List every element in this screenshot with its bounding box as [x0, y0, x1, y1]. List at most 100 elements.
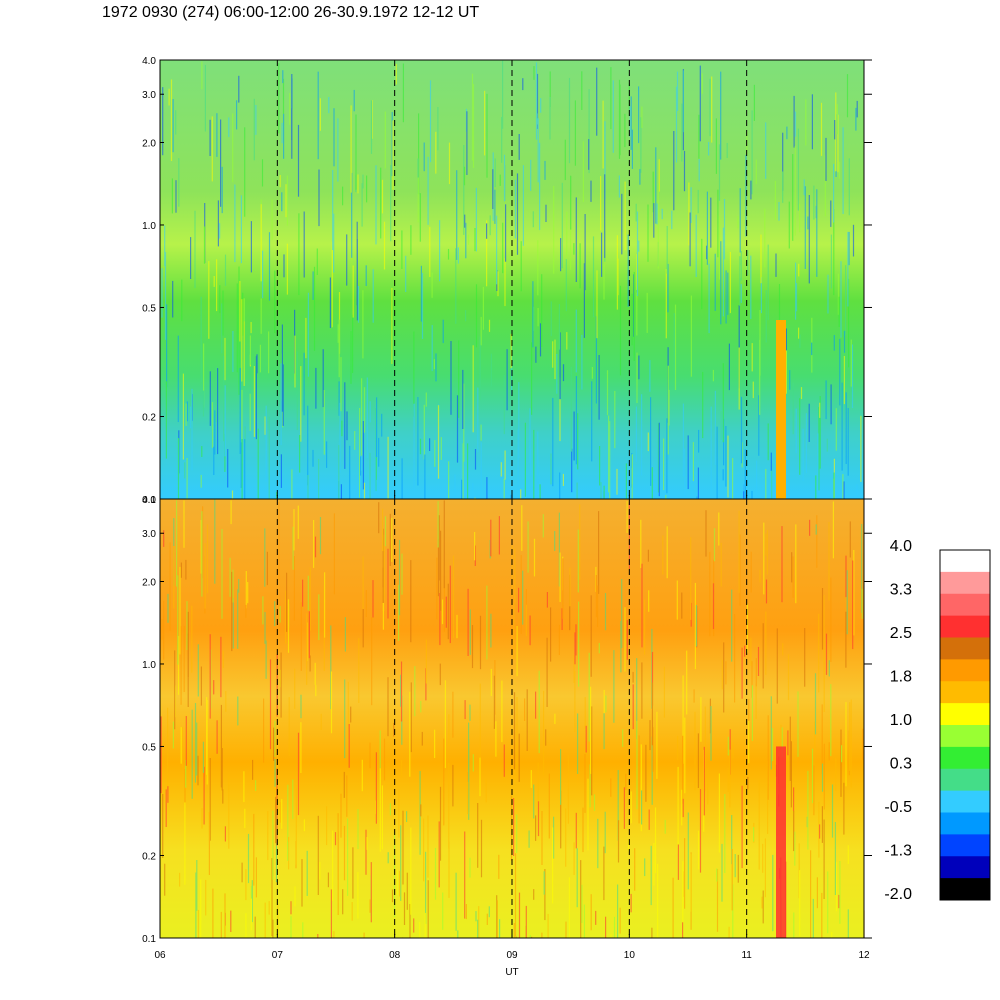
- heatmap-streak: [195, 872, 197, 938]
- heatmap-streak: [745, 154, 747, 237]
- heatmap-streak: [260, 298, 262, 334]
- heatmap-streak: [682, 798, 684, 818]
- heatmap-streak: [319, 98, 321, 131]
- heatmap-streak: [580, 860, 582, 938]
- heatmap-streak: [626, 500, 628, 533]
- heatmap-streak: [420, 265, 422, 322]
- heatmap-streak: [221, 748, 223, 791]
- heatmap-streak: [319, 862, 321, 880]
- heatmap-streak: [561, 182, 563, 269]
- heatmap-streak: [174, 650, 176, 730]
- heatmap-streak: [302, 579, 304, 607]
- heatmap-streak: [838, 894, 840, 909]
- heatmap-streak: [707, 767, 709, 805]
- heatmap-streak: [172, 721, 174, 749]
- heatmap-streak: [300, 694, 302, 719]
- heatmap-streak: [583, 904, 585, 938]
- heatmap-streak: [281, 192, 283, 212]
- heatmap-streak: [546, 592, 548, 608]
- heatmap-streak: [255, 780, 257, 791]
- heatmap-streak: [618, 175, 620, 198]
- heatmap-streak: [694, 582, 696, 670]
- heatmap-streak: [297, 124, 300, 197]
- heatmap-streak: [726, 143, 728, 158]
- heatmap-streak: [431, 272, 433, 298]
- heatmap-streak: [855, 107, 857, 131]
- heatmap-streak: [283, 254, 285, 278]
- heatmap-streak: [545, 204, 547, 222]
- heatmap-streak: [780, 724, 782, 748]
- heatmap-streak: [474, 228, 476, 252]
- heatmap-streak: [162, 794, 164, 858]
- heatmap-streak: [245, 869, 247, 901]
- heatmap-streak: [798, 327, 800, 339]
- heatmap-streak: [309, 655, 311, 672]
- heatmap-streak: [641, 790, 643, 825]
- heatmap-streak: [206, 524, 209, 594]
- heatmap-streak: [510, 494, 512, 499]
- heatmap-streak: [351, 902, 353, 921]
- heatmap-streak: [628, 839, 630, 852]
- heatmap-streak: [578, 601, 580, 687]
- heatmap-streak: [690, 537, 692, 620]
- heatmap-streak: [490, 613, 492, 648]
- heatmap-streak: [559, 332, 561, 400]
- heatmap-streak: [162, 87, 164, 156]
- heatmap-streak: [758, 780, 760, 870]
- heatmap-streak: [789, 716, 791, 781]
- heatmap-streak: [709, 78, 711, 137]
- heatmap-streak: [232, 113, 234, 183]
- heatmap-streak: [493, 675, 495, 729]
- heatmap-streak: [636, 292, 638, 336]
- heatmap-streak: [833, 335, 835, 351]
- heatmap-streak: [782, 132, 784, 191]
- heatmap-streak: [608, 415, 610, 493]
- heatmap-streak: [843, 356, 845, 405]
- heatmap-streak: [663, 438, 665, 491]
- heatmap-streak: [348, 724, 350, 768]
- heatmap-streak: [539, 323, 542, 357]
- heatmap-streak: [539, 142, 541, 231]
- heatmap-streak: [398, 584, 400, 641]
- heatmap-streak: [802, 428, 804, 481]
- heatmap-streak: [365, 829, 367, 875]
- heatmap-streak: [362, 556, 364, 616]
- heatmap-streak: [208, 811, 210, 875]
- heatmap-streak: [268, 331, 270, 374]
- heatmap-streak: [400, 825, 402, 901]
- heatmap-streak: [429, 80, 432, 163]
- heatmap-streak: [241, 299, 243, 382]
- heatmap-streak: [598, 511, 600, 594]
- heatmap-streak: [471, 625, 474, 669]
- heatmap-streak: [480, 424, 482, 441]
- heatmap-streak: [766, 529, 768, 575]
- heatmap-streak: [677, 844, 679, 880]
- heatmap-streak: [698, 159, 700, 182]
- heatmap-streak: [427, 815, 429, 878]
- heatmap-streak: [751, 661, 753, 698]
- heatmap-streak: [824, 155, 826, 217]
- heatmap-streak: [477, 919, 479, 938]
- heatmap-streak: [739, 256, 741, 307]
- heatmap-streak: [456, 395, 459, 463]
- heatmap-streak: [221, 303, 223, 354]
- heatmap-streak: [421, 731, 423, 746]
- heatmap-streak: [799, 870, 801, 937]
- heatmap-streak: [691, 459, 693, 499]
- heatmap-streak: [365, 590, 367, 617]
- heatmap-streak: [203, 226, 206, 264]
- heatmap-streak: [202, 506, 204, 579]
- heatmap-streak: [292, 526, 294, 570]
- heatmap-streak: [288, 697, 290, 756]
- heatmap-streak: [496, 215, 498, 285]
- heatmap-streak: [536, 113, 538, 125]
- heatmap-streak: [249, 335, 251, 365]
- heatmap-streak: [307, 575, 309, 611]
- heatmap-streak: [595, 575, 597, 618]
- spectrogram-panel-top: 0.1 0.2 0.5 1.0 2.0 3.0 4.0: [142, 56, 872, 506]
- heatmap-streak: [631, 454, 633, 485]
- heatmap-streak: [362, 609, 364, 648]
- heatmap-streak: [612, 80, 614, 153]
- heatmap-streak: [332, 170, 334, 250]
- heatmap-streak: [250, 221, 252, 273]
